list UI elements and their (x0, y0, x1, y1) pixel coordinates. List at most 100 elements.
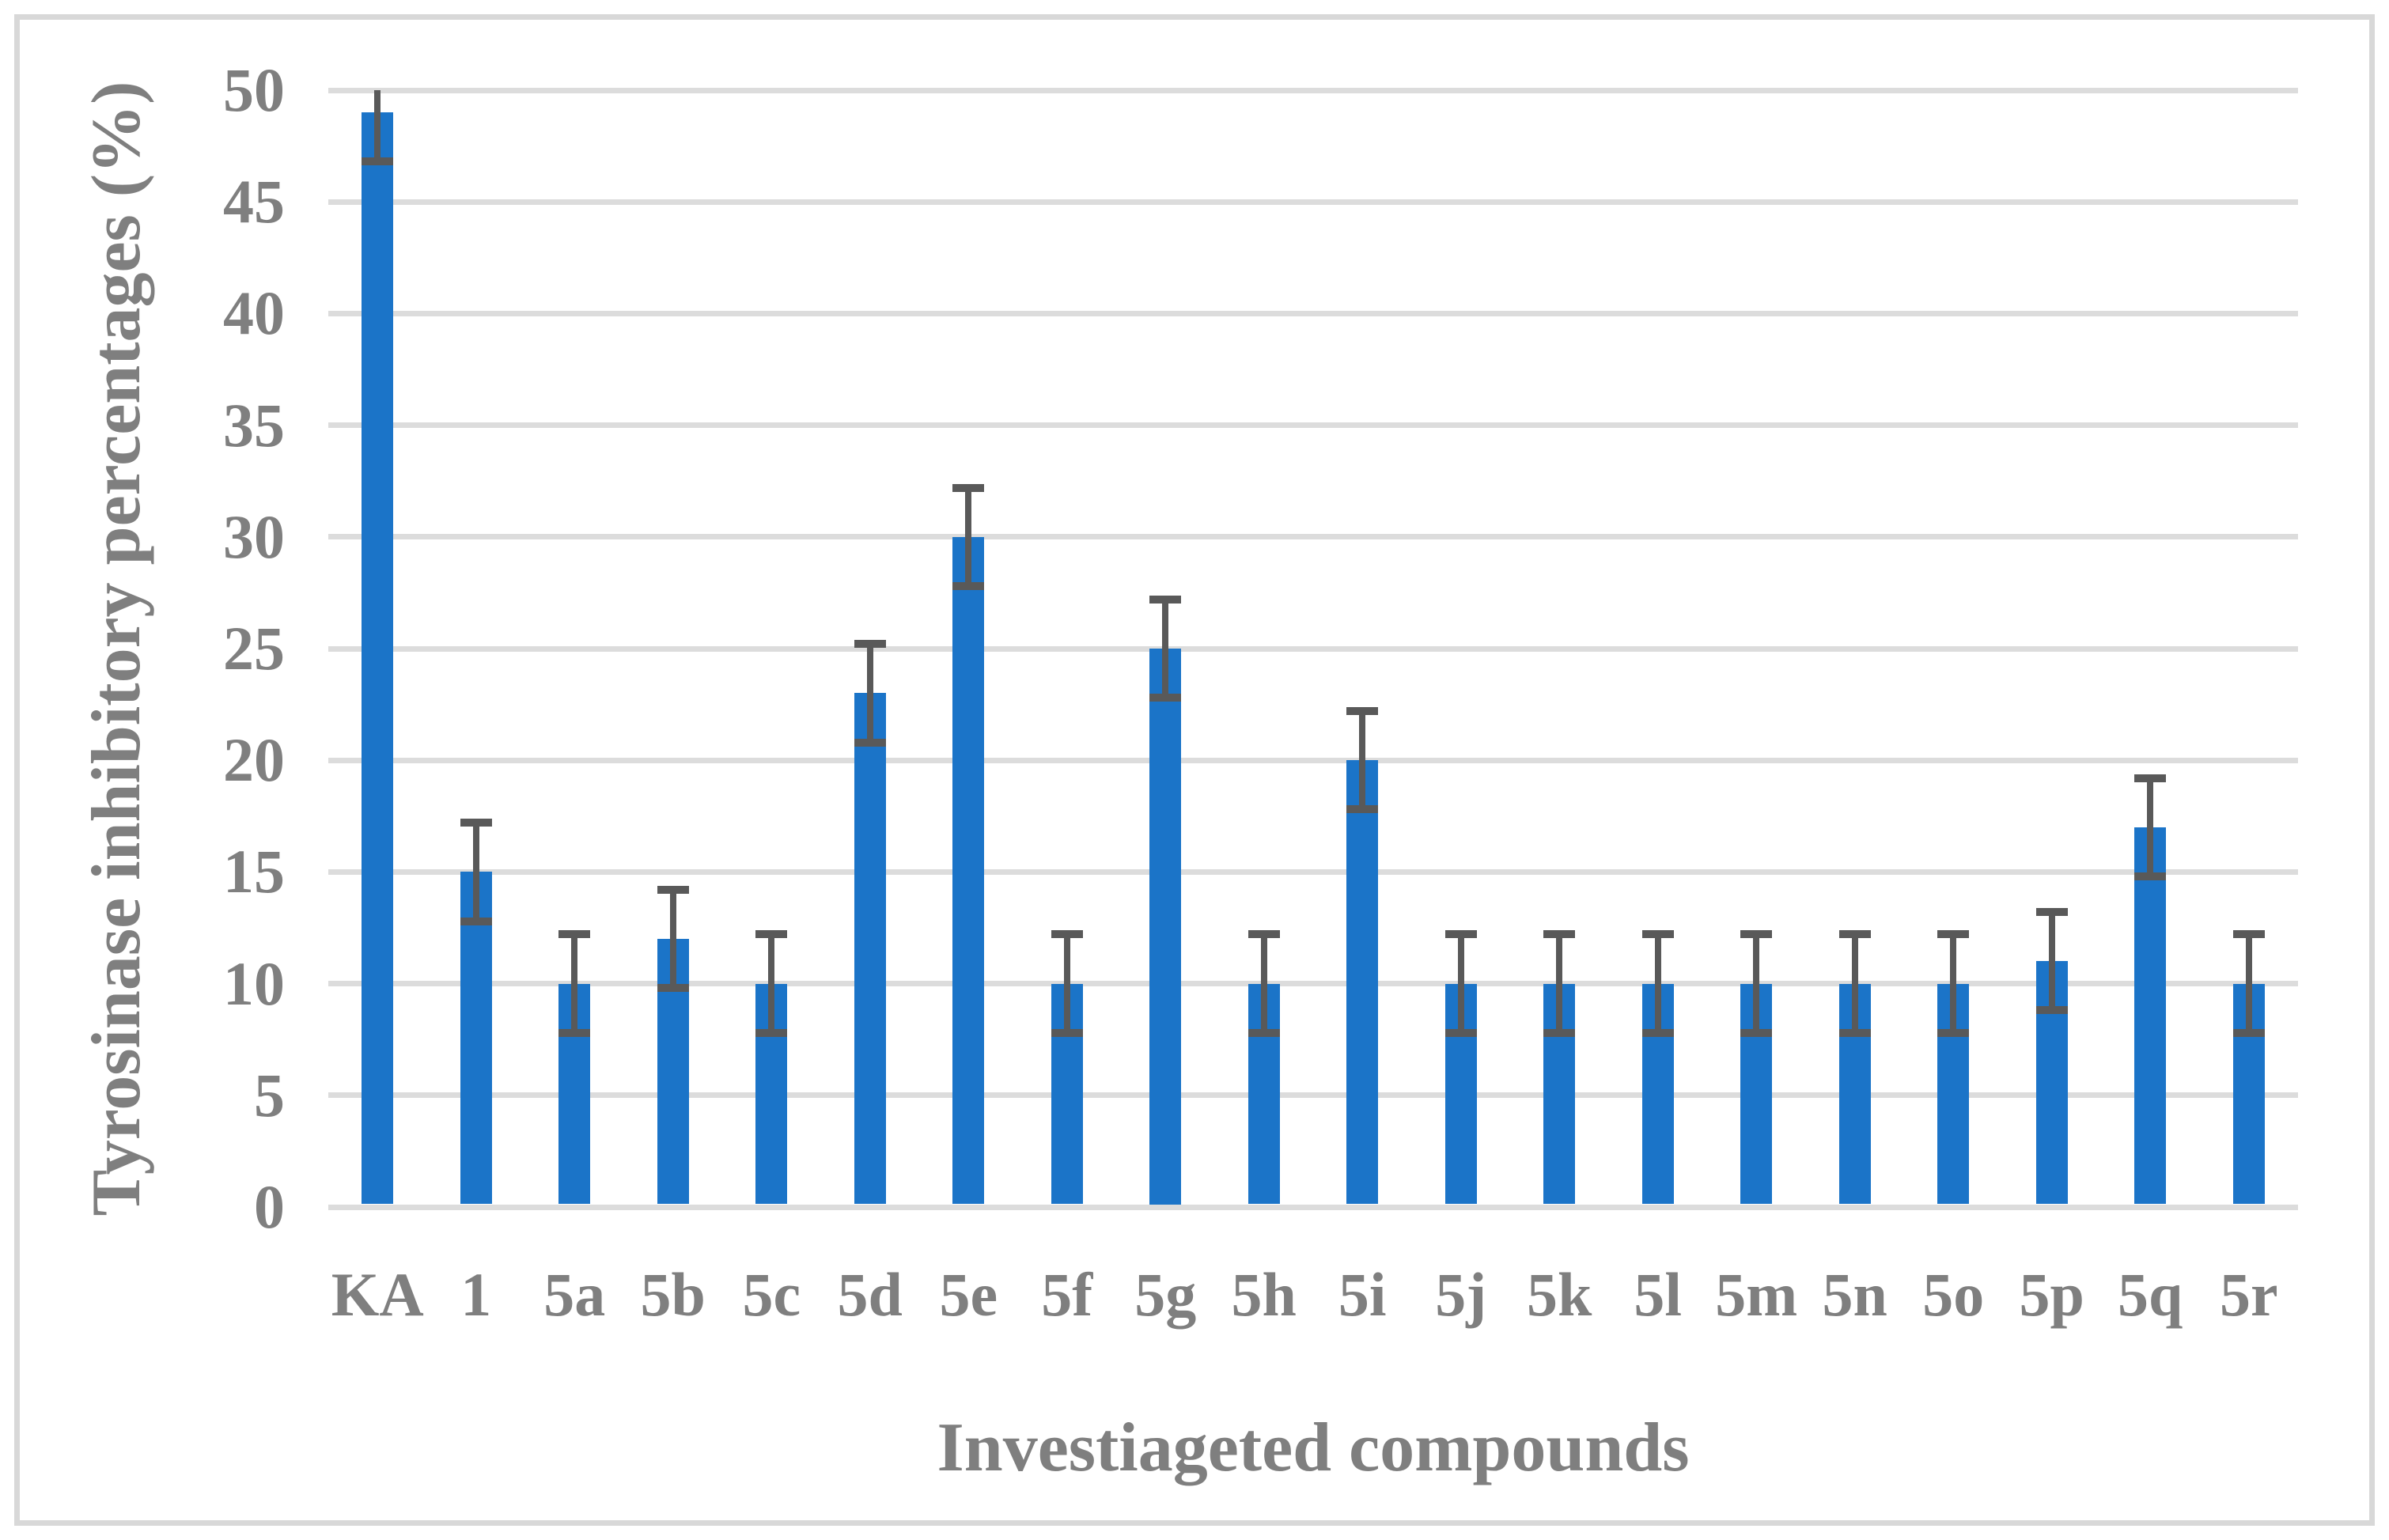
bar-5i (1346, 760, 1379, 1205)
error-cap-top-5l (1641, 930, 1674, 939)
bar-5e (952, 536, 985, 1205)
error-cap-top-5j (1444, 930, 1477, 939)
error-whisker-5r (2245, 934, 2252, 1033)
error-cap-top-5h (1248, 930, 1280, 939)
error-whisker-1 (472, 823, 479, 921)
error-whisker-5f (1063, 934, 1070, 1033)
gridline-35 (328, 422, 2298, 429)
error-whisker-5c (768, 934, 775, 1033)
x-tick-5m: 5m (1715, 1260, 1798, 1329)
error-cap-bottom-5e (952, 581, 985, 590)
y-tick-20: 20 (223, 725, 285, 795)
error-cap-top-5q (2134, 774, 2167, 782)
x-tick-5a: 5a (543, 1260, 606, 1329)
x-tick-5b: 5b (640, 1260, 706, 1329)
x-axis-title: Investiageted compounds (937, 1409, 1690, 1486)
error-cap-top-5f (1051, 930, 1083, 939)
error-cap-top-5n (1838, 930, 1871, 939)
gridline-10 (328, 981, 2298, 987)
error-cap-bottom-5c (755, 1028, 788, 1037)
bar-1 (460, 872, 492, 1205)
y-tick-50: 50 (223, 55, 285, 124)
x-axis-line (328, 1204, 2298, 1210)
y-tick-45: 45 (223, 167, 285, 236)
x-tick-5c: 5c (742, 1260, 801, 1329)
error-cap-bottom-5n (1838, 1028, 1871, 1037)
error-cap-bottom-5b (657, 984, 689, 993)
x-tick-5j: 5j (1435, 1260, 1487, 1329)
error-cap-top-5i (1346, 707, 1379, 716)
error-cap-bottom-1 (460, 917, 492, 925)
x-tick-5o: 5o (1922, 1260, 1985, 1329)
error-whisker-5p (2048, 912, 2055, 1011)
x-tick-1: 1 (460, 1260, 492, 1329)
x-tick-5g: 5g (1134, 1260, 1197, 1329)
y-tick-15: 15 (223, 837, 285, 906)
error-whisker-5j (1457, 934, 1464, 1033)
error-cap-bottom-5a (558, 1028, 591, 1037)
error-cap-bottom-5q (2134, 872, 2167, 881)
y-tick-40: 40 (223, 278, 285, 348)
bar-KA (362, 112, 394, 1205)
error-whisker-5a (571, 934, 578, 1033)
gridline-20 (328, 757, 2298, 763)
error-cap-bottom-5k (1543, 1028, 1576, 1037)
error-cap-top-5o (1937, 930, 1970, 939)
error-cap-bottom-5m (1740, 1028, 1773, 1037)
error-whisker-5l (1654, 934, 1661, 1033)
gridline-40 (328, 310, 2298, 316)
error-cap-bottom-KA (362, 157, 394, 166)
error-cap-bottom-5j (1444, 1028, 1477, 1037)
error-cap-top-5a (558, 930, 591, 939)
gridline-30 (328, 534, 2298, 540)
error-cap-bottom-5r (2232, 1028, 2265, 1037)
gridline-15 (328, 868, 2298, 875)
gridline-45 (328, 199, 2298, 205)
error-cap-top-5e (952, 483, 985, 492)
x-tick-5p: 5p (2019, 1260, 2084, 1329)
error-whisker-5i (1359, 711, 1366, 810)
error-whisker-5o (1950, 934, 1957, 1033)
error-cap-bottom-5l (1641, 1028, 1674, 1037)
gridline-50 (328, 87, 2298, 93)
error-cap-top-5r (2232, 930, 2265, 939)
error-whisker-KA (374, 90, 381, 162)
x-tick-5k: 5k (1527, 1260, 1592, 1329)
error-cap-bottom-5f (1051, 1028, 1083, 1037)
error-whisker-5e (965, 487, 972, 586)
error-cap-bottom-5o (1937, 1028, 1970, 1037)
error-cap-top-5p (2035, 908, 2068, 917)
x-tick-5l: 5l (1634, 1260, 1683, 1329)
error-whisker-5m (1753, 934, 1760, 1033)
x-tick-5n: 5n (1822, 1260, 1887, 1329)
gridline-25 (328, 645, 2298, 652)
error-cap-top-5k (1543, 930, 1576, 939)
error-whisker-5h (1260, 934, 1267, 1033)
x-tick-5d: 5d (837, 1260, 903, 1329)
y-tick-35: 35 (223, 390, 285, 460)
y-tick-0: 0 (254, 1172, 285, 1241)
x-tick-KA: KA (331, 1260, 424, 1329)
bar-5d (854, 693, 886, 1205)
error-whisker-5k (1556, 934, 1563, 1033)
x-tick-5i: 5i (1338, 1260, 1387, 1329)
error-whisker-5d (866, 644, 873, 743)
x-tick-5f: 5f (1041, 1260, 1093, 1329)
error-cap-top-5g (1149, 595, 1182, 604)
error-whisker-5n (1851, 934, 1858, 1033)
gridline-5 (328, 1092, 2298, 1099)
error-cap-bottom-5d (854, 738, 886, 747)
error-cap-top-5d (854, 640, 886, 649)
bar-5g (1149, 649, 1182, 1205)
error-cap-bottom-5g (1149, 694, 1182, 702)
error-cap-bottom-5p (2035, 1006, 2068, 1015)
x-tick-5h: 5h (1231, 1260, 1297, 1329)
x-tick-5e: 5e (939, 1260, 998, 1329)
error-whisker-5g (1162, 599, 1169, 698)
error-whisker-5q (2147, 778, 2154, 877)
error-cap-top-5c (755, 930, 788, 939)
error-cap-top-5m (1740, 930, 1773, 939)
y-tick-5: 5 (254, 1060, 285, 1129)
